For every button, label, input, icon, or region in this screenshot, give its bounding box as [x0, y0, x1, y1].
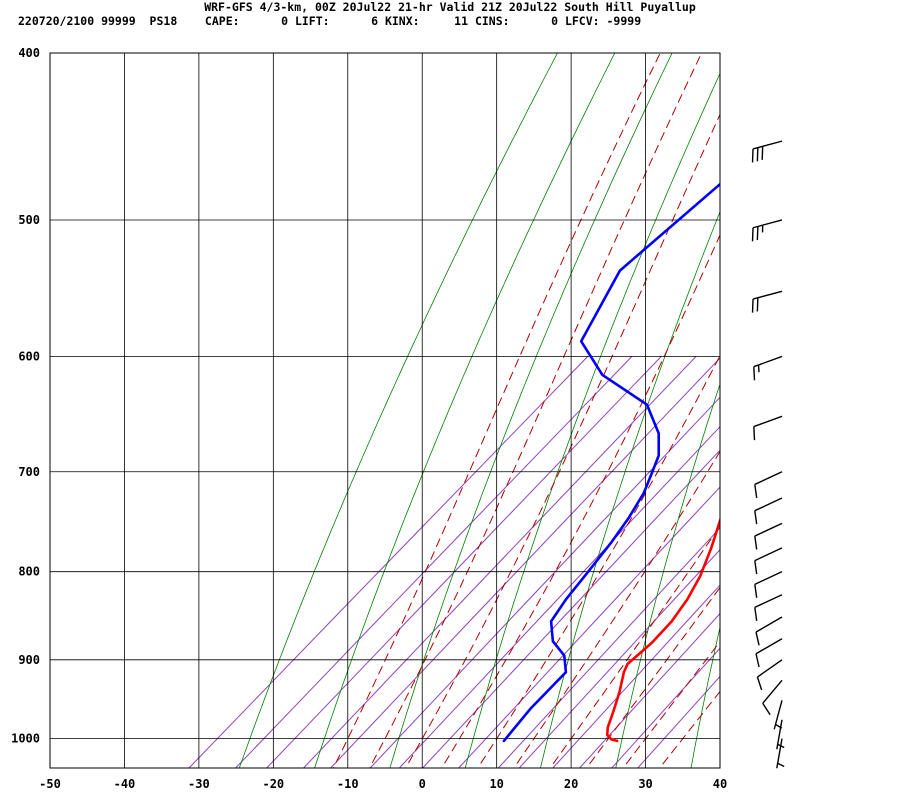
dry-adiabat-line	[615, 382, 720, 768]
wind-barb	[754, 571, 783, 598]
dry-adiabat-line	[841, 34, 900, 775]
dry-adiabat-line	[464, 72, 720, 768]
wind-barb	[754, 594, 783, 621]
x-tick-label: -20	[262, 777, 284, 791]
dry-adiabat-line	[389, 53, 673, 768]
wind-barb	[753, 415, 783, 441]
plot-frame	[49, 52, 721, 769]
chart-indices-line: 220720/2100 99999 PS18 CAPE: 0 LIFT: 6 K…	[18, 14, 642, 28]
x-tick-label: -40	[114, 777, 136, 791]
y-tick-label: 700	[18, 465, 40, 479]
mixing-ratio-line	[518, 548, 720, 768]
wind-barbs	[751, 140, 785, 769]
mixing-ratio-line	[611, 647, 720, 768]
y-tick-label: 800	[18, 565, 40, 579]
moist-adiabat-line	[332, 53, 661, 768]
mixing-ratio-line	[497, 527, 720, 768]
tick-labels: -50 -40 -30 -20 -10 0 10 20 30 40 1000 900 800 700 600…	[11, 46, 727, 791]
wind-barb	[754, 497, 783, 525]
y-tick-label: 600	[18, 349, 40, 363]
chart-title: WRF-GFS 4/3-km, 00Z 20Jul22 21-hr Valid …	[204, 0, 696, 14]
y-tick-label: 400	[18, 46, 40, 60]
moist-adiabat-line	[513, 450, 720, 768]
mixing-ratio-line	[369, 396, 720, 768]
y-tick-label: 500	[18, 213, 40, 227]
x-tick-label: -10	[337, 777, 359, 791]
moist-adiabat-line	[405, 113, 720, 768]
moist-adiabat-line	[441, 233, 720, 768]
x-tick-label: 10	[489, 777, 503, 791]
moist-adiabat-line	[549, 525, 720, 768]
background-lines	[188, 34, 900, 775]
mixing-ratio-line	[329, 357, 720, 768]
wind-barb	[751, 290, 783, 313]
x-tick-label: 40	[713, 777, 727, 791]
mixing-ratio-line	[552, 584, 720, 768]
wind-barb	[753, 355, 783, 381]
x-tick-label: -50	[39, 777, 61, 791]
y-tick-label: 900	[18, 653, 40, 667]
moist-adiabat-line	[369, 53, 703, 768]
mixing-ratio-line	[265, 356, 662, 768]
wind-barb	[754, 547, 783, 575]
dry-adiabat-line	[690, 625, 720, 768]
profiles	[502, 182, 720, 743]
x-tick-label: 20	[564, 777, 578, 791]
temperature-profile-line	[605, 516, 720, 743]
wind-barb	[755, 616, 783, 646]
mixing-ratio-line	[188, 356, 589, 768]
dewpoint-profile-line	[502, 182, 720, 743]
wind-barb	[776, 719, 785, 750]
mixing-ratio-line	[578, 612, 720, 768]
mixing-ratio-line	[637, 675, 720, 768]
mixing-ratio-line	[421, 449, 720, 768]
y-tick-label: 1000	[11, 732, 40, 746]
wind-barb	[754, 522, 783, 550]
moist-adiabat-line	[658, 690, 720, 768]
dry-adiabat-line	[540, 210, 720, 768]
wind-barb	[762, 679, 783, 716]
mixing-ratio-line	[398, 425, 720, 768]
wind-barb	[751, 140, 783, 163]
x-tick-label: 30	[638, 777, 652, 791]
mixing-ratio-line	[457, 486, 720, 768]
wind-barb	[755, 638, 783, 668]
dry-adiabat-line	[765, 34, 900, 775]
x-tick-label: -30	[188, 777, 210, 791]
wind-barb	[751, 219, 783, 242]
moist-adiabat-line	[585, 586, 720, 768]
x-tick-label: 0	[419, 777, 426, 791]
wind-barb	[773, 700, 783, 730]
wind-barb	[754, 471, 783, 499]
moist-adiabat-line	[622, 640, 720, 768]
wind-barb	[756, 659, 783, 691]
moist-adiabat-line	[477, 354, 720, 768]
wind-barb	[776, 738, 785, 769]
